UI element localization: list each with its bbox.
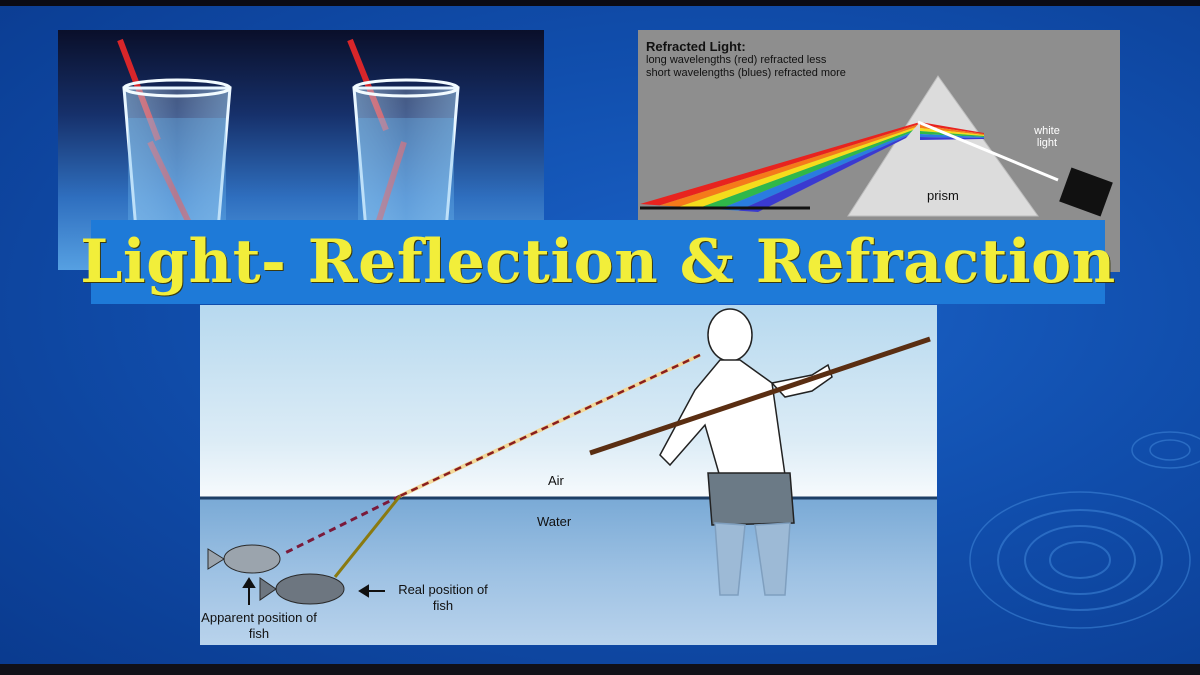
prism-internal-band bbox=[920, 125, 984, 135]
prism-icon bbox=[640, 75, 1113, 217]
water-area bbox=[200, 499, 937, 645]
white-light-label: white light bbox=[1034, 125, 1060, 149]
fisherman-icon bbox=[659, 308, 833, 596]
spectrum-band bbox=[659, 124, 918, 207]
title-banner: Light- Reflection & Refraction bbox=[80, 220, 1115, 304]
prism-internal-band bbox=[920, 137, 984, 140]
fish-icon bbox=[207, 544, 345, 605]
prism-internal-band bbox=[920, 131, 984, 137]
top-border bbox=[0, 0, 1200, 6]
prism-internal-band bbox=[920, 122, 984, 134]
prism-label: prism bbox=[927, 188, 959, 203]
flashlight-icon bbox=[1059, 167, 1113, 217]
real-position-label: Real position of fish bbox=[398, 582, 488, 613]
arrow-up-icon bbox=[242, 577, 256, 605]
apparent-position-label: Apparent position of fish bbox=[201, 610, 317, 641]
spectrum-band bbox=[699, 130, 913, 210]
spectrum-band bbox=[640, 122, 920, 206]
refraction-illustration bbox=[200, 308, 937, 605]
bottom-border bbox=[0, 664, 1200, 675]
prism-caption-long: long wavelengths (red) refracted less bbox=[646, 54, 827, 66]
page-title: Light- Reflection & Refraction bbox=[80, 227, 1116, 297]
glass-with-straw-icon bbox=[117, 38, 460, 232]
prism-caption-short: short wavelengths (blues) refracted more bbox=[646, 67, 846, 79]
fish-refraction-diagram: Air Water Real position of fish Apparent… bbox=[200, 305, 937, 645]
water-label: Water bbox=[537, 514, 572, 529]
spectrum-band bbox=[679, 127, 916, 208]
air-label: Air bbox=[548, 473, 564, 488]
spectrum-band bbox=[718, 132, 911, 211]
prism-heading: Refracted Light: bbox=[646, 39, 746, 54]
spectrum-band bbox=[738, 135, 909, 212]
water-ripple-decoration bbox=[969, 431, 1200, 629]
arrow-left-icon bbox=[358, 584, 385, 598]
